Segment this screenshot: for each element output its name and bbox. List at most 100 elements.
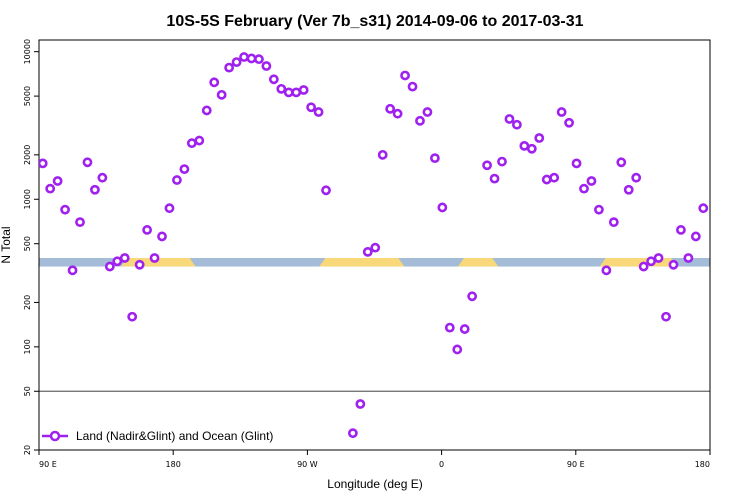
data-point	[512, 119, 522, 130]
x-axis: 90 E 180 90 W 0 90 E 180	[38, 450, 711, 469]
data-point	[347, 428, 358, 439]
data-point	[444, 322, 455, 333]
data-point	[291, 87, 302, 98]
data-point	[370, 242, 381, 253]
data-point	[239, 52, 249, 62]
data-point	[201, 105, 212, 116]
data-point	[104, 261, 115, 272]
data-point	[67, 265, 78, 276]
data-point	[661, 311, 671, 322]
data-point	[668, 259, 679, 270]
data-point	[422, 107, 433, 117]
data-point	[97, 172, 108, 183]
data-point	[39, 158, 48, 169]
y-tick-label: 20	[23, 445, 32, 455]
y-tick-label: 1000	[23, 189, 32, 209]
data-point	[246, 53, 257, 64]
data-point	[541, 174, 552, 185]
y-axis: 20 50 100 200 500 1000 2000 5000 10000	[23, 39, 39, 455]
data-point	[298, 85, 309, 95]
data-point	[400, 70, 410, 81]
data-point	[82, 157, 93, 168]
data-point	[377, 149, 388, 160]
data-point	[676, 225, 686, 235]
data-point	[579, 183, 589, 194]
legend-marker	[49, 430, 61, 442]
y-tick-label: 50	[23, 386, 32, 396]
data-point	[321, 185, 331, 196]
data-point	[608, 217, 619, 228]
y-tick-label: 100	[23, 339, 32, 354]
x-tick-label: 180	[166, 460, 181, 469]
data-point	[556, 107, 567, 117]
data-point	[407, 81, 418, 92]
data-point	[698, 203, 709, 214]
data-point	[392, 108, 403, 119]
data-point	[355, 399, 366, 409]
data-point	[283, 87, 294, 98]
data-point	[164, 203, 175, 214]
data-point	[489, 173, 500, 184]
data-point	[362, 246, 373, 257]
data-point	[276, 83, 287, 94]
plot-frame	[38, 39, 711, 451]
data-point	[385, 103, 396, 114]
data-point	[601, 265, 612, 276]
data-point	[638, 261, 649, 272]
data-point	[172, 175, 182, 185]
data-point	[571, 158, 582, 169]
data-point	[90, 184, 100, 195]
data-point	[149, 253, 160, 263]
data-point	[526, 143, 537, 154]
data-point	[549, 172, 560, 183]
data-point	[564, 117, 574, 128]
data-point	[519, 140, 530, 151]
legend-entry: Land (Nadir&Glint) and Ocean (Glint)	[76, 429, 273, 443]
data-point	[482, 160, 492, 171]
data-point	[452, 344, 463, 355]
y-tick-label: 10000	[23, 39, 32, 64]
data-point	[534, 133, 545, 143]
data-point	[467, 291, 478, 302]
y-tick-label: 2000	[23, 145, 32, 165]
data-point	[504, 114, 515, 124]
data-point	[653, 253, 664, 263]
data-point	[60, 204, 70, 215]
legend: Land (Nadir&Glint) and Ocean (Glint)	[42, 429, 273, 443]
data-point	[459, 324, 470, 334]
data-point	[142, 225, 153, 235]
data-point	[623, 184, 634, 195]
data-point	[52, 176, 63, 186]
data-point	[216, 89, 227, 100]
land-band-segment	[458, 257, 499, 267]
data-point	[631, 172, 642, 183]
data-point	[75, 217, 85, 228]
data-point	[194, 135, 205, 146]
data-point	[313, 107, 324, 117]
x-axis-label: Longitude (deg E)	[327, 477, 422, 491]
y-tick-label: 5000	[23, 86, 32, 106]
data-point	[231, 57, 242, 68]
data-point	[127, 311, 138, 322]
data-point	[415, 115, 425, 126]
y-tick-label: 500	[23, 236, 32, 251]
data-point	[683, 253, 694, 263]
land-band-segment	[599, 257, 678, 267]
data-point	[429, 153, 440, 164]
x-tick-label: 90 E	[39, 460, 57, 469]
data-point	[261, 61, 272, 71]
data-point	[586, 176, 597, 186]
data-point	[179, 164, 190, 175]
data-point	[690, 231, 701, 242]
land-band-segment	[319, 257, 405, 267]
y-tick-label: 200	[23, 295, 32, 310]
data-points	[39, 52, 709, 439]
data-point	[306, 102, 317, 113]
y-axis-label: N Total	[0, 226, 13, 263]
x-tick-label: 90 W	[297, 460, 318, 469]
data-point	[45, 183, 56, 194]
data-point	[186, 138, 197, 149]
data-point	[616, 157, 627, 168]
x-tick-label: 90 E	[567, 460, 585, 469]
